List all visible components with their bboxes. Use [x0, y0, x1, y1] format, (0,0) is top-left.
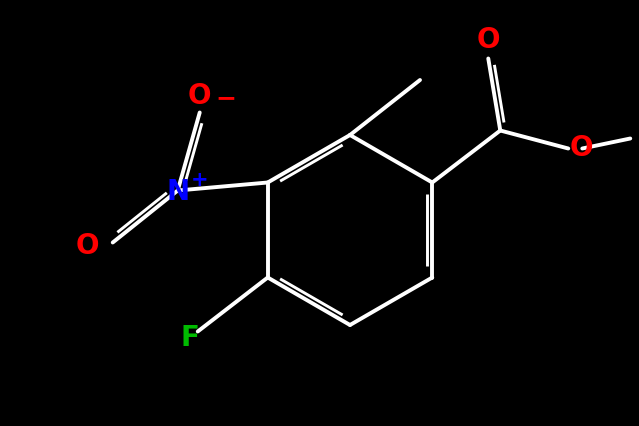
Text: O: O — [75, 233, 99, 261]
Text: −: − — [216, 86, 236, 110]
Text: O: O — [569, 135, 593, 162]
Text: O: O — [188, 83, 212, 110]
Text: F: F — [180, 323, 199, 351]
Text: N: N — [166, 178, 189, 207]
Text: O: O — [477, 26, 500, 55]
Text: +: + — [190, 170, 208, 190]
